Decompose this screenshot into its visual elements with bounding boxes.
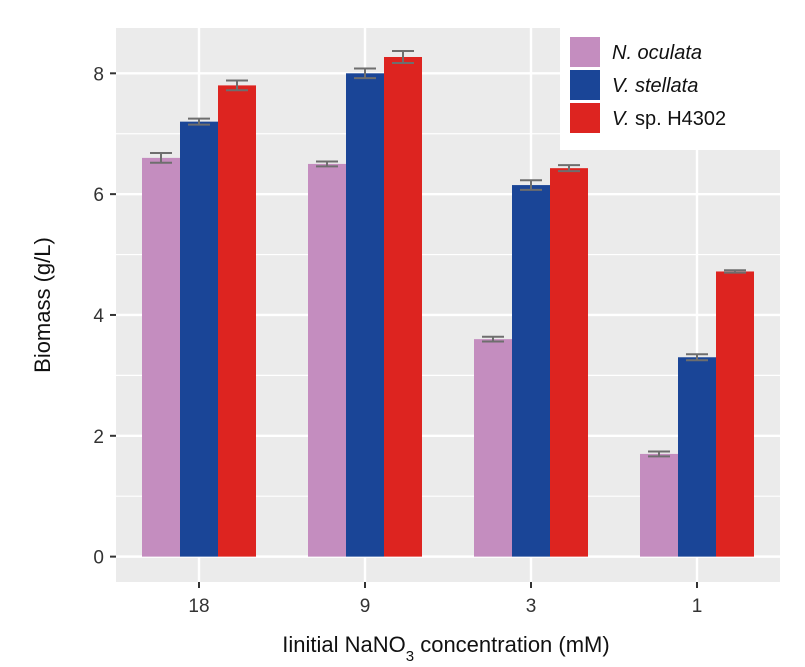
legend-label-rest: sp. H4302 (629, 108, 726, 130)
error-bar (316, 160, 338, 168)
error-bar (392, 49, 414, 65)
legend-label: N. oculata (612, 42, 702, 64)
bar (308, 163, 346, 557)
legend-swatch (570, 37, 600, 67)
error-bar (558, 164, 580, 173)
x-axis-title-main: Iinitial NaNO (282, 632, 405, 657)
x-axis-title-subscript: 3 (406, 648, 414, 665)
y-tick-label: 6 (93, 185, 104, 206)
legend-swatch (570, 103, 600, 133)
x-axis: 18 9 3 1 (188, 582, 702, 617)
x-tick-label: 1 (692, 596, 703, 617)
error-bar (482, 335, 504, 343)
y-axis-title: Biomass (g/L) (30, 237, 55, 373)
bar (474, 339, 512, 557)
legend-item: V. stellata (570, 70, 698, 100)
x-axis-title-tail: concentration (mM) (414, 632, 610, 657)
error-bar (648, 450, 670, 458)
error-bar (724, 269, 746, 274)
legend-label: V. stellata (612, 75, 698, 97)
y-tick-label: 4 (93, 306, 104, 327)
error-bar (686, 353, 708, 362)
error-bar (150, 152, 172, 164)
x-axis-title: Iinitial NaNO3 concentration (mM) (282, 632, 609, 665)
legend: N. oculata V. stellata V. sp. H4302 (570, 37, 726, 133)
bar (512, 185, 550, 557)
error-bar (226, 79, 248, 92)
error-bar (354, 67, 376, 80)
error-bar (188, 117, 210, 126)
y-tick-label: 2 (93, 427, 104, 448)
bar (678, 357, 716, 557)
bar (640, 453, 678, 557)
y-tick-label: 0 (93, 548, 104, 569)
y-tick-label: 8 (93, 64, 104, 85)
error-bar (520, 179, 542, 191)
legend-swatch (570, 70, 600, 100)
legend-label: V. sp. H4302 (612, 108, 726, 130)
x-tick-label: 18 (188, 596, 209, 617)
bar (346, 73, 384, 557)
bar (142, 157, 180, 557)
bar (180, 121, 218, 557)
bar (218, 85, 256, 557)
legend-item: V. sp. H4302 (570, 103, 726, 133)
error-bars-group (150, 49, 746, 458)
legend-label-italic: V. (612, 108, 629, 130)
bar (550, 168, 588, 557)
bar (716, 271, 754, 557)
bar (384, 56, 422, 557)
bars-group (142, 56, 754, 557)
y-axis: 0 2 4 6 8 (93, 64, 116, 569)
legend-item: N. oculata (570, 37, 702, 67)
x-tick-label: 3 (526, 596, 537, 617)
x-tick-label: 9 (360, 596, 371, 617)
